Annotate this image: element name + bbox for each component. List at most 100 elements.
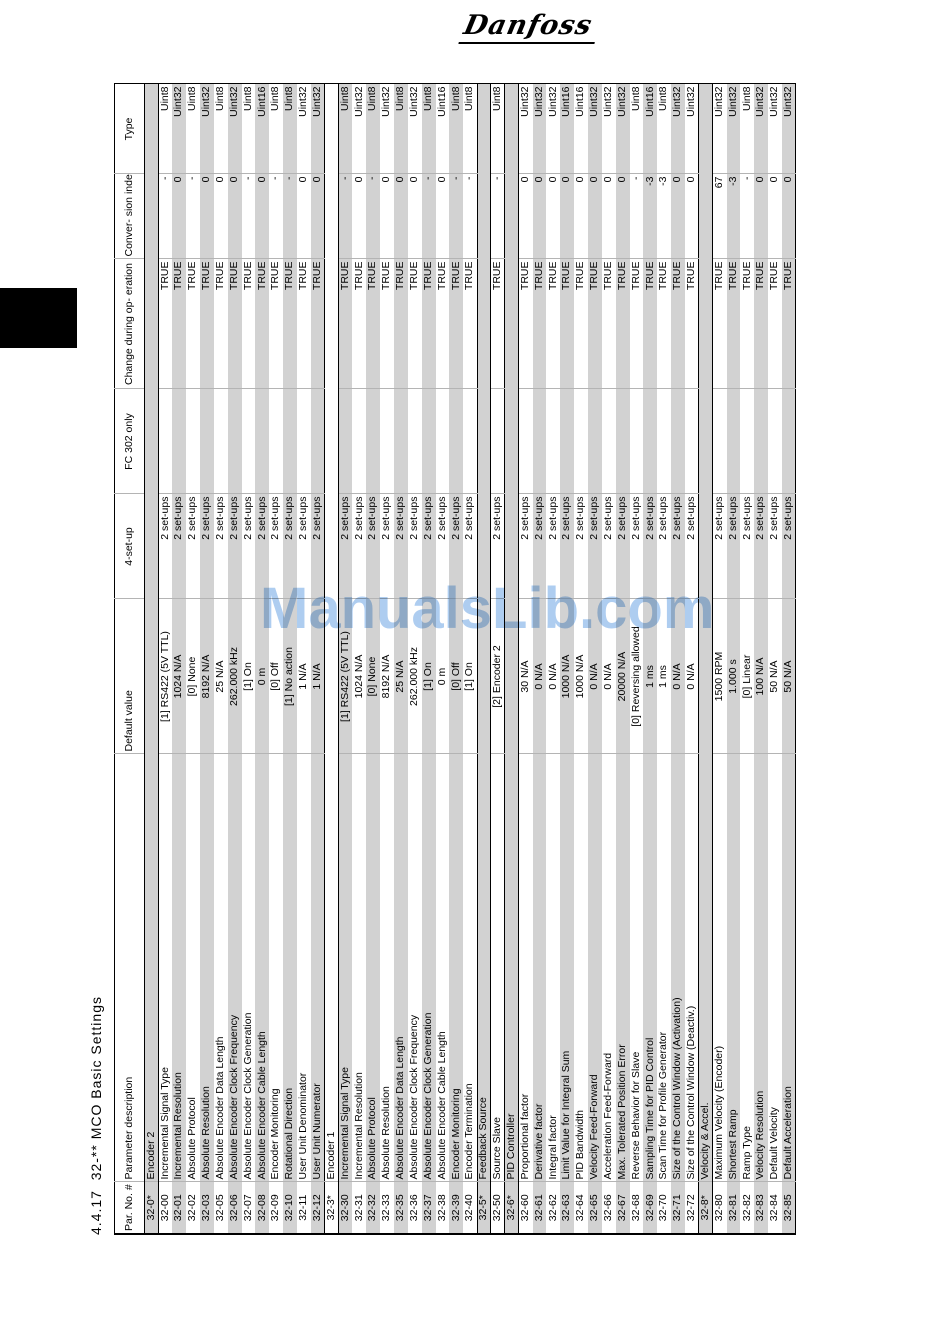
table-row: 32-32 Absolute Protocol [0] None 2 set-ups T…: [366, 84, 381, 1234]
cell-type: Uint32: [615, 84, 630, 174]
cell-4-set-up: 2 set-ups: [782, 494, 796, 599]
cell-conversion-index: 0: [380, 174, 394, 259]
cell-type: Uint32: [546, 84, 561, 174]
cell-par-no: 32-08: [255, 1182, 270, 1234]
cell-par-no: 32-38: [435, 1182, 450, 1234]
cell-fc302-only: [393, 389, 408, 494]
cell-par-no: 32-6*: [504, 1182, 519, 1234]
cell-description: Absolute Resolution: [380, 754, 394, 1182]
cell-change-during-operation: TRUE: [532, 259, 547, 389]
cell-conversion-index: -3: [643, 174, 658, 259]
cell-type: Uint16: [255, 84, 270, 174]
cell-par-no: 32-60: [518, 1182, 533, 1234]
table-row: 32-39 Encoder Monitoring [0] Off 2 set-ups T…: [449, 84, 464, 1234]
cell-conversion-index: 0: [213, 174, 228, 259]
table-row: 32-37 Absolute Encoder Clock Generation [1…: [421, 84, 436, 1234]
cell-type: Uint32: [227, 84, 242, 174]
cell-par-no: 32-32: [366, 1182, 381, 1234]
cell-fc302-only: [435, 389, 450, 494]
cell-conversion-index: -: [241, 174, 256, 259]
cell-conversion-index: -: [740, 174, 755, 259]
table-row: 32-11 User Unit Denominator 1 N/A 2 set-ups…: [296, 84, 311, 1234]
cell-par-no: 32-06: [227, 1182, 242, 1234]
cell-4-set-up: 2 set-ups: [366, 494, 381, 599]
cell-conversion-index: -: [449, 174, 464, 259]
cell-par-no: 32-05: [213, 1182, 228, 1234]
cell-change-during-operation: TRUE: [671, 259, 686, 389]
col-4-set-up: 4-set-up: [114, 494, 145, 599]
cell-description: Absolute Resolution: [199, 754, 214, 1182]
cell-type: Uint8: [213, 84, 228, 174]
cell-fc302-only: [560, 389, 575, 494]
cell-default-value: [2] Encoder 2: [490, 599, 505, 754]
cell-conversion-index: 0: [615, 174, 630, 259]
cell-4-set-up: 2 set-ups: [490, 494, 505, 599]
cell-change-during-operation: TRUE: [657, 259, 672, 389]
cell-type: Uint32: [726, 84, 741, 174]
cell-change-during-operation: TRUE: [352, 259, 367, 389]
cell-par-no: 32-5*: [477, 1182, 491, 1234]
cell-change-during-operation: TRUE: [310, 259, 325, 389]
table-row: 32-01 Incremental Resolution 1024 N/A 2 set…: [172, 84, 187, 1234]
cell-change-during-operation: TRUE: [269, 259, 284, 389]
cell-default-value: 1 N/A: [296, 599, 311, 754]
cell-4-set-up: 2 set-ups: [352, 494, 367, 599]
cell-par-no: 32-07: [241, 1182, 256, 1234]
cell-type: Uint8: [283, 84, 297, 174]
cell-change-during-operation: TRUE: [754, 259, 769, 389]
cell-conversion-index: -: [366, 174, 381, 259]
cell-description: Absolute Protocol: [366, 754, 381, 1182]
cell-default-value: 262.000 kHz: [407, 599, 422, 754]
cell-4-set-up: 2 set-ups: [255, 494, 270, 599]
cell-type: Uint32: [296, 84, 311, 174]
cell-default-value: 1 ms: [643, 599, 658, 754]
cell-conversion-index: 0: [574, 174, 588, 259]
table-row: 32-71 Size of the Control Window (Activat…: [671, 84, 686, 1234]
cell-par-no: 32-09: [269, 1182, 284, 1234]
table-row: 32-80 Maximum Velocity (Encoder) 1500 RPM 2…: [712, 84, 727, 1234]
cell-fc302-only: [463, 389, 478, 494]
cell-type: Uint8: [421, 84, 436, 174]
cell-default-value: [1] On: [463, 599, 478, 754]
table-row: 32-72 Size of the Control Window (Deactiv…: [685, 84, 699, 1234]
cell-type: Uint32: [407, 84, 422, 174]
cell-type: Uint16: [643, 84, 658, 174]
cell-description: Absolute Encoder Clock Frequency: [227, 754, 242, 1182]
cell-4-set-up: 2 set-ups: [199, 494, 214, 599]
cell-4-set-up: 2 set-ups: [407, 494, 422, 599]
cell-fc302-only: [421, 389, 436, 494]
cell-type: Uint32: [768, 84, 783, 174]
cell-fc302-only: [158, 389, 173, 494]
cell-par-no: 32-65: [588, 1182, 602, 1234]
cell-conversion-index: 0: [255, 174, 270, 259]
cell-default-value: 1.000 s: [726, 599, 741, 754]
chapter-tab-marker: [0, 288, 77, 348]
cell-par-no: 32-69: [643, 1182, 658, 1234]
table-row: 32-06 Absolute Encoder Clock Frequency 262…: [227, 84, 242, 1234]
cell-par-no: 32-03: [199, 1182, 214, 1234]
table-row: 32-07 Absolute Encoder Clock Generation [1…: [241, 84, 256, 1234]
cell-default-value: 1 ms: [657, 599, 672, 754]
cell-description: Absolute Encoder Clock Generation: [241, 754, 256, 1182]
cell-par-no: 32-84: [768, 1182, 783, 1234]
cell-conversion-index: 0: [601, 174, 616, 259]
cell-type: Uint32: [352, 84, 367, 174]
cell-4-set-up: 2 set-ups: [380, 494, 394, 599]
cell-4-set-up: 2 set-ups: [338, 494, 353, 599]
table-row: 32-83 Velocity Resolution 100 N/A 2 set-ups…: [754, 84, 769, 1234]
cell-change-during-operation: TRUE: [643, 259, 658, 389]
cell-4-set-up: 2 set-ups: [296, 494, 311, 599]
cell-4-set-up: 2 set-ups: [449, 494, 464, 599]
cell-default-value: 0 N/A: [601, 599, 616, 754]
cell-fc302-only: [407, 389, 422, 494]
cell-conversion-index: -: [283, 174, 297, 259]
table-row: 32-09 Encoder Monitoring [0] Off 2 set-ups T…: [269, 84, 284, 1234]
cell-4-set-up: 2 set-ups: [310, 494, 325, 599]
cell-change-during-operation: TRUE: [296, 259, 311, 389]
cell-fc302-only: [518, 389, 533, 494]
danfoss-logo: Danfoss: [458, 10, 602, 44]
table-row: 32-02 Absolute Protocol [0] None 2 set-ups T…: [186, 84, 200, 1234]
cell-section-title: Encoder 2: [144, 84, 159, 1182]
cell-default-value: 20000 N/A: [615, 599, 630, 754]
